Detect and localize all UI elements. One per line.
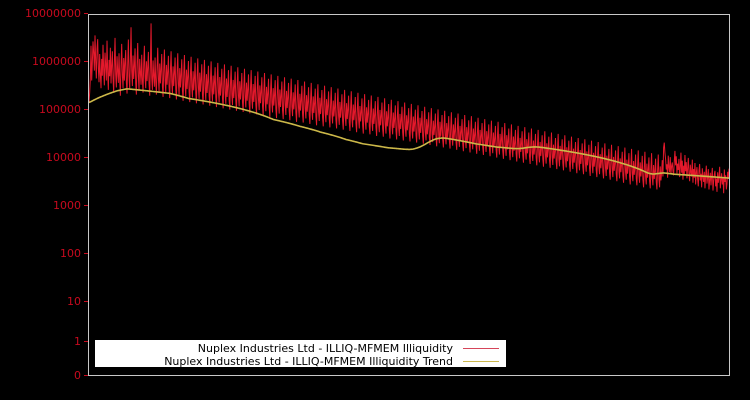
series-illiquidity-line — [89, 23, 729, 194]
y-tick-mark — [84, 61, 88, 62]
legend-label-illiquidity: Nuplex Industries Ltd - ILLIQ-MFMEM Illi… — [197, 342, 453, 355]
legend-entry-illiquidity-trend: Nuplex Industries Ltd - ILLIQ-MFMEM Illi… — [96, 355, 505, 368]
y-tick-label: 10000 — [46, 151, 81, 164]
series-illiquidity-trend-line — [89, 88, 729, 179]
y-tick-100000: 100000 — [0, 103, 88, 117]
y-tick-1000000: 1000000 — [0, 55, 88, 69]
y-tick-mark — [84, 13, 88, 14]
plot-svg — [89, 23, 729, 194]
plot-area — [88, 14, 730, 376]
y-tick-1: 1 — [0, 335, 88, 349]
y-tick-label: 1000000 — [32, 55, 81, 68]
legend-label-illiquidity-trend: Nuplex Industries Ltd - ILLIQ-MFMEM Illi… — [164, 355, 453, 368]
y-tick-10000000: 10000000 — [0, 7, 88, 21]
y-tick-mark — [84, 375, 88, 376]
y-tick-label: 100000 — [39, 103, 81, 116]
y-tick-mark — [84, 301, 88, 302]
y-tick-label: 10000000 — [25, 7, 81, 20]
y-tick-mark — [84, 253, 88, 254]
y-tick-1000: 1000 — [0, 199, 88, 213]
y-tick-label: 0 — [74, 369, 81, 382]
y-tick-0: 0 — [0, 369, 88, 383]
y-tick-label: 10 — [67, 295, 81, 308]
legend-swatch-illiquidity — [461, 342, 501, 355]
y-tick-label: 1000 — [53, 199, 81, 212]
y-tick-10: 10 — [0, 295, 88, 309]
y-tick-label: 100 — [60, 247, 81, 260]
y-tick-mark — [84, 157, 88, 158]
y-tick-100: 100 — [0, 247, 88, 261]
y-tick-mark — [84, 109, 88, 110]
y-tick-mark — [84, 341, 88, 342]
legend-swatch-illiquidity-trend — [461, 355, 501, 368]
chart-legend: Nuplex Industries Ltd - ILLIQ-MFMEM Illi… — [95, 340, 506, 368]
y-tick-label: 1 — [74, 335, 81, 348]
legend-entry-illiquidity: Nuplex Industries Ltd - ILLIQ-MFMEM Illi… — [96, 342, 505, 355]
y-tick-10000: 10000 — [0, 151, 88, 165]
y-axis: 10000000 1000000 100000 10000 1000 100 10 1 0 — [0, 0, 88, 400]
y-tick-mark — [84, 205, 88, 206]
